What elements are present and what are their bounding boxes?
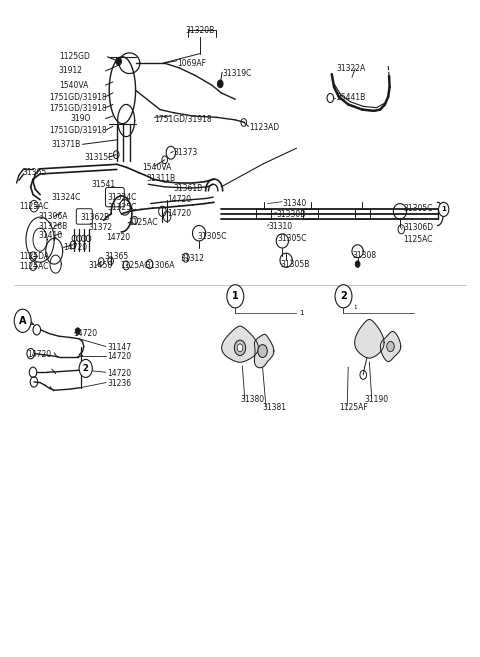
Text: 31912: 31912 xyxy=(59,66,83,76)
Text: 1540VA: 1540VA xyxy=(143,163,172,172)
Text: 31372: 31372 xyxy=(88,223,113,232)
Text: 14720: 14720 xyxy=(167,209,191,217)
Circle shape xyxy=(335,284,352,308)
Text: 1125AC: 1125AC xyxy=(128,218,157,227)
Text: 31326B: 31326B xyxy=(39,221,68,231)
Text: 31380: 31380 xyxy=(240,395,264,404)
Text: 31320B: 31320B xyxy=(185,26,215,35)
Text: 1125AF: 1125AF xyxy=(339,403,368,412)
Text: 1751GD/31918: 1751GD/31918 xyxy=(49,103,107,112)
Text: 31310: 31310 xyxy=(268,221,292,231)
Text: 31365: 31365 xyxy=(23,168,47,177)
Text: 14720: 14720 xyxy=(73,328,97,338)
Circle shape xyxy=(258,345,267,357)
Text: 1751GD/31918: 1751GD/31918 xyxy=(49,92,107,101)
Circle shape xyxy=(217,80,223,87)
Text: 14720: 14720 xyxy=(108,351,132,361)
Circle shape xyxy=(14,309,31,332)
Text: 31311B: 31311B xyxy=(146,174,175,183)
Circle shape xyxy=(75,328,80,334)
Text: 1069AF: 1069AF xyxy=(177,58,206,68)
Text: 14720: 14720 xyxy=(63,243,88,252)
Polygon shape xyxy=(355,319,384,358)
Text: 31324C: 31324C xyxy=(52,193,81,202)
Text: 31541: 31541 xyxy=(92,180,116,189)
Text: 31450: 31450 xyxy=(88,261,113,270)
Text: 31147: 31147 xyxy=(108,343,132,351)
Text: 14720: 14720 xyxy=(27,350,51,359)
Text: 319O: 319O xyxy=(71,114,91,123)
FancyBboxPatch shape xyxy=(76,209,92,224)
Text: 1123AD: 1123AD xyxy=(250,123,280,132)
Circle shape xyxy=(387,342,394,351)
Text: 31373: 31373 xyxy=(173,148,197,157)
Text: 31371B: 31371B xyxy=(52,140,81,149)
Text: 31190: 31190 xyxy=(365,395,389,404)
Text: 31312: 31312 xyxy=(181,254,205,263)
Text: 31340: 31340 xyxy=(282,199,307,208)
Circle shape xyxy=(132,216,137,224)
Text: 31306D: 31306D xyxy=(404,223,434,232)
Text: 31306A: 31306A xyxy=(39,212,68,221)
Text: 14720: 14720 xyxy=(106,233,130,242)
Text: 1125GD: 1125GD xyxy=(59,53,90,61)
Text: 31308: 31308 xyxy=(352,251,376,260)
Text: 25441B: 25441B xyxy=(336,93,366,102)
Text: 31305C: 31305C xyxy=(198,232,227,241)
Text: 31305B: 31305B xyxy=(280,260,309,269)
Text: 1: 1 xyxy=(353,306,356,311)
Text: 2: 2 xyxy=(83,364,89,373)
Polygon shape xyxy=(254,334,274,368)
Text: 1125AC: 1125AC xyxy=(19,261,48,271)
Text: 1125AC: 1125AC xyxy=(404,235,433,244)
Text: 31305C: 31305C xyxy=(404,204,433,214)
Text: 2: 2 xyxy=(340,291,347,302)
Circle shape xyxy=(116,57,121,65)
Text: 31319C: 31319C xyxy=(222,69,252,78)
Text: 1751GD/31918: 1751GD/31918 xyxy=(155,114,212,123)
Circle shape xyxy=(355,261,360,267)
Text: 31361B: 31361B xyxy=(173,184,203,193)
Text: 14720: 14720 xyxy=(167,195,191,204)
Text: 31324C: 31324C xyxy=(108,193,137,202)
Text: 31365: 31365 xyxy=(105,252,129,261)
Text: 1540VA: 1540VA xyxy=(59,81,88,89)
Text: 31362B: 31362B xyxy=(80,214,109,222)
Text: 1125AC: 1125AC xyxy=(120,261,150,270)
Text: 1: 1 xyxy=(299,310,303,316)
Text: A: A xyxy=(19,316,26,326)
Text: 14720: 14720 xyxy=(108,369,132,378)
Polygon shape xyxy=(222,326,258,362)
Text: 31322A: 31322A xyxy=(336,64,366,73)
Text: 1125DA: 1125DA xyxy=(19,252,49,261)
Text: 31315E: 31315E xyxy=(85,152,114,162)
Text: 31325C: 31325C xyxy=(108,203,137,212)
Circle shape xyxy=(237,344,243,351)
Text: 1125AC: 1125AC xyxy=(19,202,48,212)
Text: 1: 1 xyxy=(441,206,446,212)
Circle shape xyxy=(439,202,449,216)
Text: 31381: 31381 xyxy=(263,403,287,412)
Text: 31236: 31236 xyxy=(108,378,132,388)
Text: 31330B: 31330B xyxy=(276,210,306,219)
FancyBboxPatch shape xyxy=(106,187,124,207)
Text: 1751GD/31918: 1751GD/31918 xyxy=(49,125,107,135)
Circle shape xyxy=(79,359,92,377)
Text: 1: 1 xyxy=(232,291,239,302)
Polygon shape xyxy=(380,332,401,361)
Circle shape xyxy=(234,340,246,355)
Text: 31305C: 31305C xyxy=(277,234,307,243)
Text: 31410: 31410 xyxy=(39,231,63,240)
Circle shape xyxy=(227,284,244,308)
Text: 31306A: 31306A xyxy=(145,261,174,270)
